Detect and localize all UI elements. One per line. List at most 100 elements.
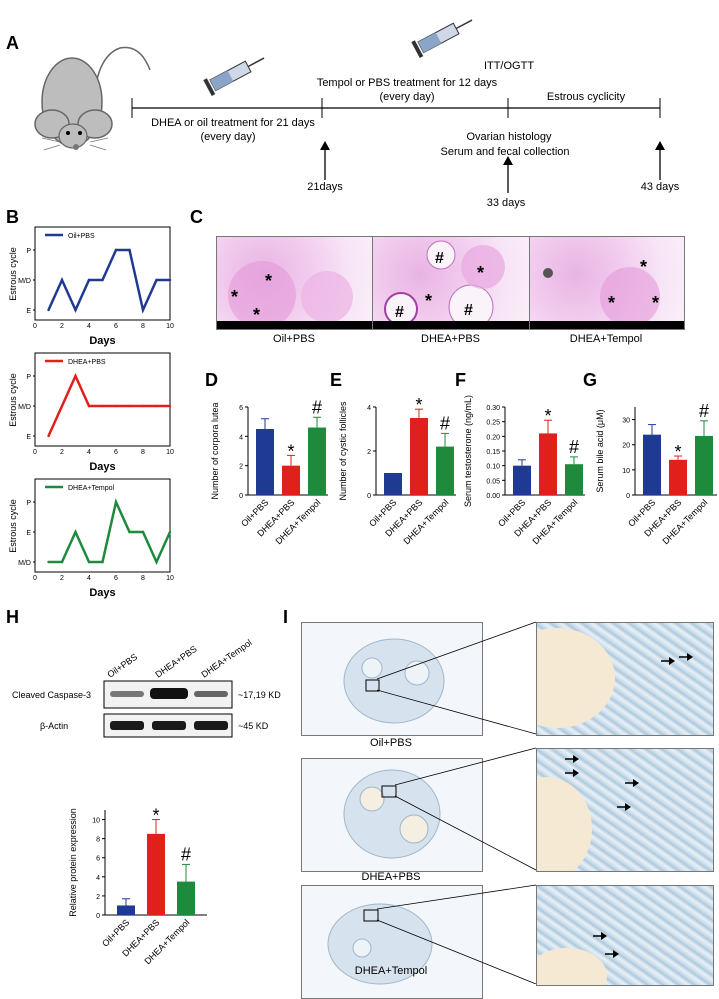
y-tick-label: 0.10 <box>486 464 500 471</box>
bar-dhea-tempol <box>436 446 454 495</box>
estrous-point <box>128 530 131 534</box>
estrous-point <box>101 404 104 408</box>
y-tick-label: E <box>26 530 31 537</box>
timeline-phase1: DHEA or oil treatment for 21 days <box>151 117 315 129</box>
y-tick-label: 2 <box>367 449 371 456</box>
bar-dhea-pbs <box>282 465 300 495</box>
tunel-label-dhea-pbs: DHEA+PBS <box>361 871 421 883</box>
bar-oil-pbs <box>643 434 661 495</box>
x-tick-label: 6 <box>114 323 118 330</box>
timeline-day43: 43 days <box>641 181 680 193</box>
svg-text:*: * <box>425 291 432 311</box>
x-axis-label: Days <box>89 461 115 473</box>
y-tick-label: M/D <box>18 560 31 567</box>
estrous-series-line <box>47 248 170 314</box>
svg-text:*: * <box>608 293 615 313</box>
x-tick-label: 8 <box>141 449 145 456</box>
lane-label: DHEA+PBS <box>153 644 198 680</box>
significance-mark: # <box>440 413 450 433</box>
x-tick-label: 10 <box>166 323 174 330</box>
histology-label-oil-pbs: Oil+PBS <box>273 333 315 345</box>
estrous-point <box>87 560 91 564</box>
bar-oil-pbs <box>117 905 135 915</box>
y-tick-label: E <box>26 434 31 441</box>
estrous-point <box>87 404 91 408</box>
significance-mark: # <box>312 397 322 417</box>
panel-label-d: D <box>205 370 218 390</box>
tunel-overview-oil-pbs <box>301 622 483 736</box>
significance-mark: * <box>544 406 551 426</box>
timeline-phase3: Estrous cyclicity <box>547 91 626 103</box>
histology-label-dhea-pbs: DHEA+PBS <box>421 333 480 345</box>
estrous-point <box>47 560 50 564</box>
x-axis-label: Days <box>89 335 115 347</box>
timeline-serum: Serum and fecal collection <box>440 146 569 158</box>
svg-text:*: * <box>231 287 238 307</box>
estrous-point <box>141 530 145 534</box>
estrous-point <box>47 308 50 312</box>
x-tick-label: 10 <box>166 575 174 582</box>
y-tick-label: 30 <box>622 418 630 425</box>
tunel-label-dhea-tempol: DHEA+Tempol <box>354 965 428 977</box>
svg-text:#: # <box>464 302 473 319</box>
svg-text:*: * <box>640 257 647 277</box>
x-tick-label: 2 <box>60 575 64 582</box>
y-tick-label: 0.05 <box>486 478 500 485</box>
y-axis-label: Relative protein expression <box>68 808 78 917</box>
estrous-point <box>101 560 104 564</box>
estrous-series-line <box>47 372 170 437</box>
x-tick-label: 0 <box>33 449 37 456</box>
significance-mark: * <box>152 806 159 826</box>
timeline-day33: 33 days <box>487 197 526 209</box>
estrous-point <box>168 404 172 408</box>
significance-mark: # <box>699 401 709 421</box>
blot-band <box>150 688 188 699</box>
blot-band <box>110 721 144 730</box>
estrous-point <box>114 404 118 408</box>
syringe-icon <box>203 57 265 97</box>
estrous-cycle-charts: Oil+PBS P M/D E 0 2 4 6 8 10 Estrous cycle Days DHEA… <box>8 226 174 599</box>
estrous-point <box>155 278 158 282</box>
bar-dhea-tempol <box>565 464 583 495</box>
estrous-point <box>74 530 77 534</box>
chart-serum-testosterone: 0.00 0.05 0.10 0.15 0.20 0.25 0.30 Serum testos… <box>463 395 585 546</box>
y-tick-label: P <box>26 248 31 255</box>
mouse-icon <box>34 46 151 151</box>
bar-dhea-tempol <box>177 881 195 915</box>
estrous-point <box>141 404 145 408</box>
legend-label: Oil+PBS <box>68 233 95 240</box>
tunel-overview-dhea-tempol <box>301 885 483 999</box>
syringe-icon <box>411 19 473 59</box>
panel-label-b: B <box>6 207 19 227</box>
bar-dhea-pbs <box>539 433 557 495</box>
arrow-icon <box>617 803 631 811</box>
estrous-series-line <box>48 498 172 566</box>
x-tick-label: 6 <box>114 575 118 582</box>
arrow-icon <box>565 769 579 777</box>
estrous-point <box>168 530 172 534</box>
timeline-phase2: Tempol or PBS treatment for 12 days <box>317 77 498 89</box>
estrous-point <box>168 278 172 282</box>
estrous-point <box>74 308 77 312</box>
blot-row-label: β-Actin <box>40 721 68 731</box>
bar-dhea-pbs <box>410 418 428 495</box>
x-tick-label: 0 <box>33 575 37 582</box>
svg-text:#: # <box>435 250 444 267</box>
timeline-day21: 21days <box>307 181 343 193</box>
histology-image-dhea-pbs: # # # * * <box>372 236 531 330</box>
y-tick-label: 0.25 <box>486 420 500 427</box>
blot-row-kd: ~45 KD <box>238 721 269 731</box>
estrous-plot-frame <box>34 226 171 321</box>
panel-label-e: E <box>330 370 343 390</box>
arrow-icon <box>565 755 579 763</box>
y-tick-label: 2 <box>96 894 100 901</box>
x-tick-label: 0 <box>33 323 37 330</box>
x-tick-label: 4 <box>87 575 91 582</box>
tunel-label-oil-pbs: Oil+PBS <box>370 737 412 749</box>
blot-band <box>194 691 228 697</box>
y-tick-label: 6 <box>239 405 243 412</box>
y-tick-label: 0 <box>626 493 630 500</box>
arrow-icon <box>593 932 607 940</box>
blot-band <box>152 721 186 730</box>
